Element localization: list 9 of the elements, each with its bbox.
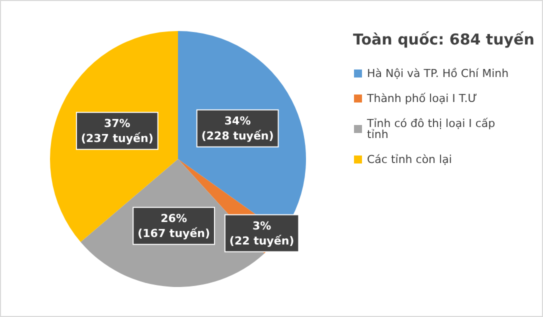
data-label: 3% (22 tuyến) (229, 219, 294, 248)
data-label: 26% (167 tuyến) (138, 212, 210, 240)
legend-label: Thành phố loại I T.Ư (366, 92, 478, 105)
legend-title: Toàn quốc: 684 tuyến (353, 30, 534, 48)
data-label: 37% (237 tuyến) (80, 116, 154, 145)
legend-label: Tỉnh có đô thị loại I cấp tỉnh (366, 117, 499, 141)
legend-label: Hà Nội và TP. Hồ Chí Minh (367, 67, 509, 80)
data-label: 34% (228 tuyến) (201, 114, 274, 142)
legend-label: Các tỉnh còn lại (367, 153, 452, 166)
